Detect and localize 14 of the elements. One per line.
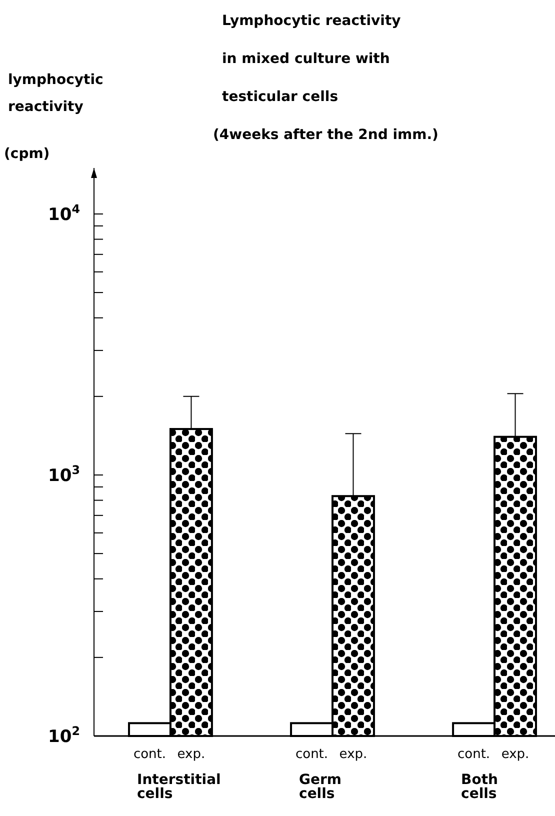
text: exp. bbox=[339, 747, 368, 762]
series-label: cont. bbox=[133, 747, 166, 762]
series-label: exp. bbox=[177, 747, 206, 762]
x-tick-label: Both cells bbox=[461, 772, 498, 802]
text: cont. bbox=[457, 747, 490, 762]
text: lymphocytic reactivity (cpm) bbox=[4, 72, 104, 162]
y-tick-label: 10$^{3}$ bbox=[48, 462, 80, 486]
chart-title: Lymphocytic reactivity in mixed culture with testicular cells (4weeks after the 2nd imm.) bbox=[213, 13, 438, 143]
y-tick-label: 10$^{2}$ bbox=[48, 724, 80, 747]
y-tick-label: 10$^{4}$ bbox=[48, 202, 80, 225]
text: cont. bbox=[295, 747, 328, 762]
text: exp. bbox=[501, 747, 530, 762]
x-tick-label: Interstitial cells bbox=[137, 772, 221, 802]
x-tick-label: Germ cells bbox=[299, 772, 342, 802]
